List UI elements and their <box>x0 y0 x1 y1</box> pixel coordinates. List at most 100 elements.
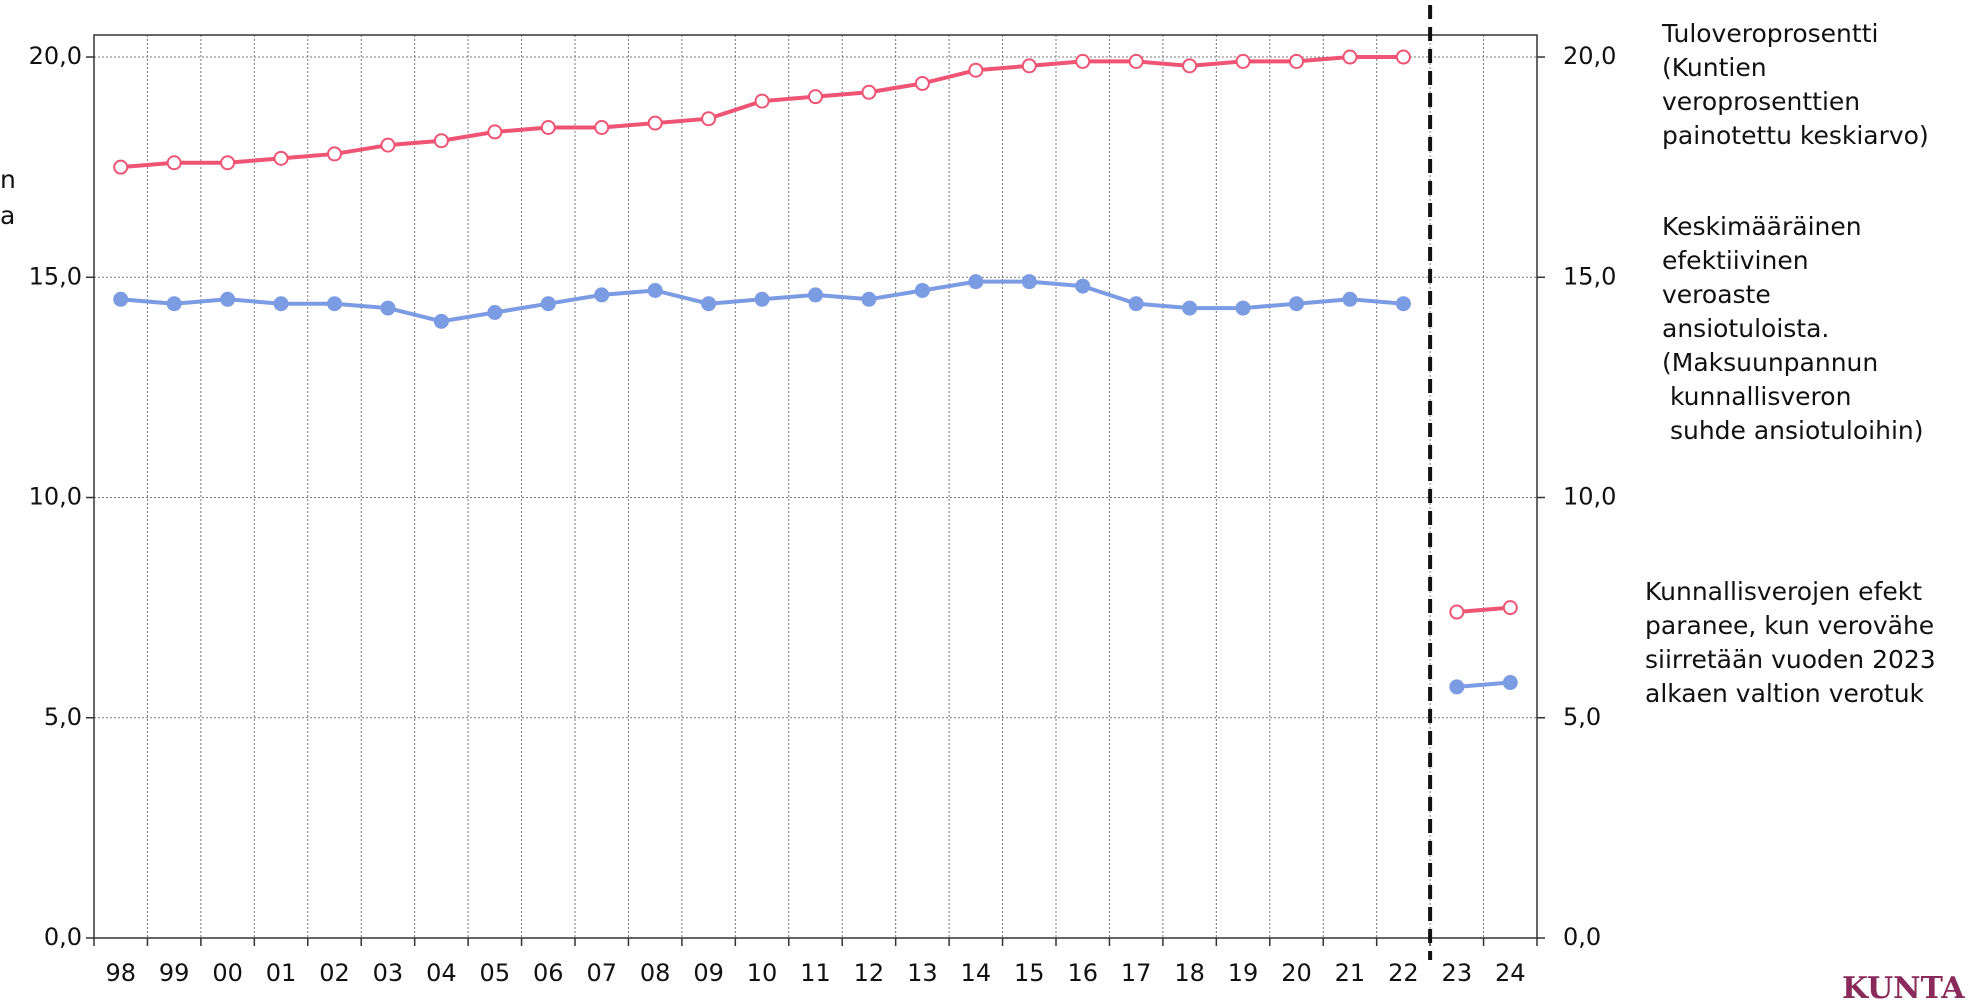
point <box>968 62 984 78</box>
point <box>701 296 717 312</box>
x-tick-label: 04 <box>426 959 457 987</box>
x-tick-label: 12 <box>854 959 885 987</box>
point <box>166 296 182 312</box>
point <box>1449 679 1465 695</box>
point <box>433 313 449 329</box>
y2-tick-label: 10,0 <box>1563 483 1616 511</box>
y2-tick-label: 15,0 <box>1563 262 1616 290</box>
point <box>647 282 663 298</box>
point <box>1289 53 1304 69</box>
point <box>861 291 877 307</box>
point <box>327 146 342 162</box>
point <box>861 84 877 100</box>
point <box>540 120 556 136</box>
x-tick-label: 21 <box>1335 959 1366 987</box>
plot-frame <box>93 34 1538 939</box>
x-tick-label: 01 <box>266 959 297 987</box>
x-tick-label: 16 <box>1067 959 1098 987</box>
point <box>754 93 770 109</box>
x-tick-label: 15 <box>1014 959 1045 987</box>
x-tick-label: 14 <box>961 959 992 987</box>
point <box>647 115 663 131</box>
point <box>1289 296 1304 312</box>
point <box>968 274 984 290</box>
point <box>1075 278 1091 294</box>
point <box>1182 300 1198 316</box>
point <box>808 89 823 105</box>
point <box>1182 58 1198 74</box>
point <box>487 124 503 140</box>
point <box>914 75 930 91</box>
point <box>1128 296 1144 312</box>
point <box>273 150 289 166</box>
y2-tick-label: 20,0 <box>1563 42 1616 70</box>
x-tick-label: 13 <box>907 959 938 987</box>
point <box>540 296 556 312</box>
point <box>1342 291 1358 307</box>
point <box>220 155 236 171</box>
point <box>166 155 182 171</box>
y-tick-label: 15,0 <box>29 262 82 290</box>
x-tick-label: 11 <box>800 959 831 987</box>
point <box>327 296 342 312</box>
point <box>701 111 717 127</box>
point <box>1021 274 1037 290</box>
point <box>808 287 823 303</box>
x-tick-label: 19 <box>1228 959 1259 987</box>
legend-entry: Tuloveroprosentti (Kuntien veroprosentti… <box>1662 19 1929 150</box>
legend-entry: Keskimääräinen efektiivinen veroaste ans… <box>1662 212 1924 445</box>
x-tick-label: 09 <box>693 959 724 987</box>
point <box>1075 53 1091 69</box>
y2-tick-label: 5,0 <box>1563 703 1601 731</box>
x-tick-label: 02 <box>319 959 350 987</box>
point <box>594 287 610 303</box>
point <box>1128 53 1144 69</box>
point <box>380 300 396 316</box>
point <box>1342 49 1358 65</box>
x-tick-label: 08 <box>640 959 671 987</box>
point <box>594 120 610 136</box>
x-tick-label: 24 <box>1495 959 1526 987</box>
y-tick-label: 20,0 <box>29 42 82 70</box>
point <box>914 282 930 298</box>
x-tick-label: 20 <box>1281 959 1312 987</box>
point <box>1395 49 1411 65</box>
point <box>1449 604 1465 620</box>
y-tick-label: 0,0 <box>44 923 82 951</box>
point <box>113 159 129 175</box>
x-tick-label: 10 <box>747 959 778 987</box>
point <box>1235 300 1251 316</box>
point <box>220 291 236 307</box>
x-tick-label: 98 <box>105 959 136 987</box>
point <box>1502 600 1518 616</box>
y2-tick-label: 0,0 <box>1563 923 1601 951</box>
y-label-fragment: a <box>0 201 16 230</box>
x-tick-label: 05 <box>480 959 511 987</box>
x-tick-label: 22 <box>1388 959 1419 987</box>
y-tick-label: 10,0 <box>29 483 82 511</box>
point <box>433 133 449 149</box>
y-tick-label: 5,0 <box>44 703 82 731</box>
x-tick-label: 17 <box>1121 959 1152 987</box>
point <box>1235 53 1251 69</box>
point <box>754 291 770 307</box>
point <box>1502 675 1518 691</box>
point <box>1395 296 1411 312</box>
point <box>113 291 129 307</box>
x-tick-label: 99 <box>159 959 190 987</box>
x-tick-label: 00 <box>212 959 243 987</box>
logo: KUNTA <box>1842 971 1965 1006</box>
x-tick-label: 18 <box>1174 959 1205 987</box>
x-tick-label: 07 <box>586 959 617 987</box>
point <box>380 137 396 153</box>
x-tick-label: 03 <box>373 959 404 987</box>
x-tick-label: 23 <box>1442 959 1473 987</box>
series-line <box>1456 605 1511 615</box>
point <box>487 305 503 321</box>
series-line <box>1456 680 1511 689</box>
x-tick-label: 06 <box>533 959 564 987</box>
annotation: Kunnallisverojen efekt paranee, kun vero… <box>1645 577 1936 708</box>
point <box>1021 58 1037 74</box>
